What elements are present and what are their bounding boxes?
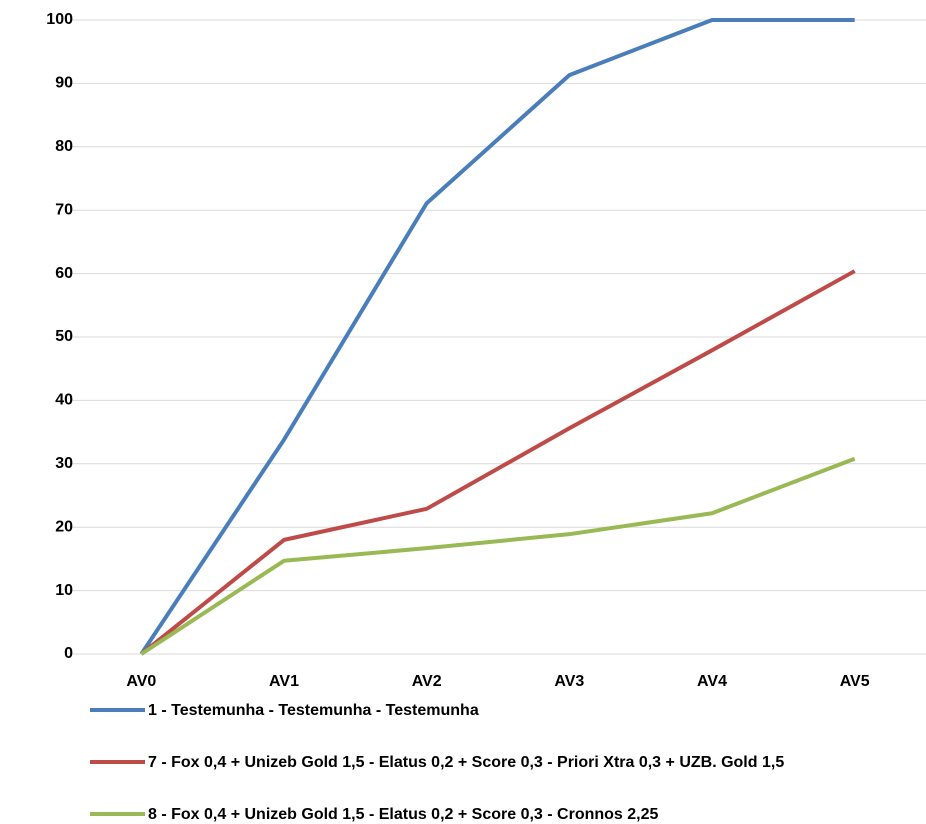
legend-label: 1 - Testemunha - Testemunha - Testemunha xyxy=(148,702,479,719)
y-tick-label: 30 xyxy=(55,455,73,472)
y-tick-label: 50 xyxy=(55,328,73,345)
y-tick-label: 80 xyxy=(55,138,73,155)
legend-label: 8 - Fox 0,4 + Unizeb Gold 1,5 - Elatus 0… xyxy=(148,806,658,823)
x-tick-label: AV0 xyxy=(126,673,156,690)
y-tick-label: 20 xyxy=(55,518,73,535)
legend-label: 7 - Fox 0,4 + Unizeb Gold 1,5 - Elatus 0… xyxy=(148,754,784,771)
x-tick-label: AV2 xyxy=(412,673,442,690)
x-tick-label: AV4 xyxy=(697,673,727,690)
y-tick-label: 0 xyxy=(64,645,73,662)
y-tick-label: 60 xyxy=(55,265,73,282)
y-tick-label: 40 xyxy=(55,392,73,409)
line xyxy=(140,456,856,656)
x-tick-label: AV3 xyxy=(554,673,584,690)
y-tick-label: 100 xyxy=(46,11,73,28)
line xyxy=(140,269,856,656)
x-tick-label: AV1 xyxy=(269,673,299,690)
y-tick-label: 10 xyxy=(55,582,73,599)
line xyxy=(139,18,855,656)
x-tick-label: AV5 xyxy=(840,673,870,690)
y-tick-label: 90 xyxy=(55,75,73,92)
y-tick-label: 70 xyxy=(55,201,73,218)
